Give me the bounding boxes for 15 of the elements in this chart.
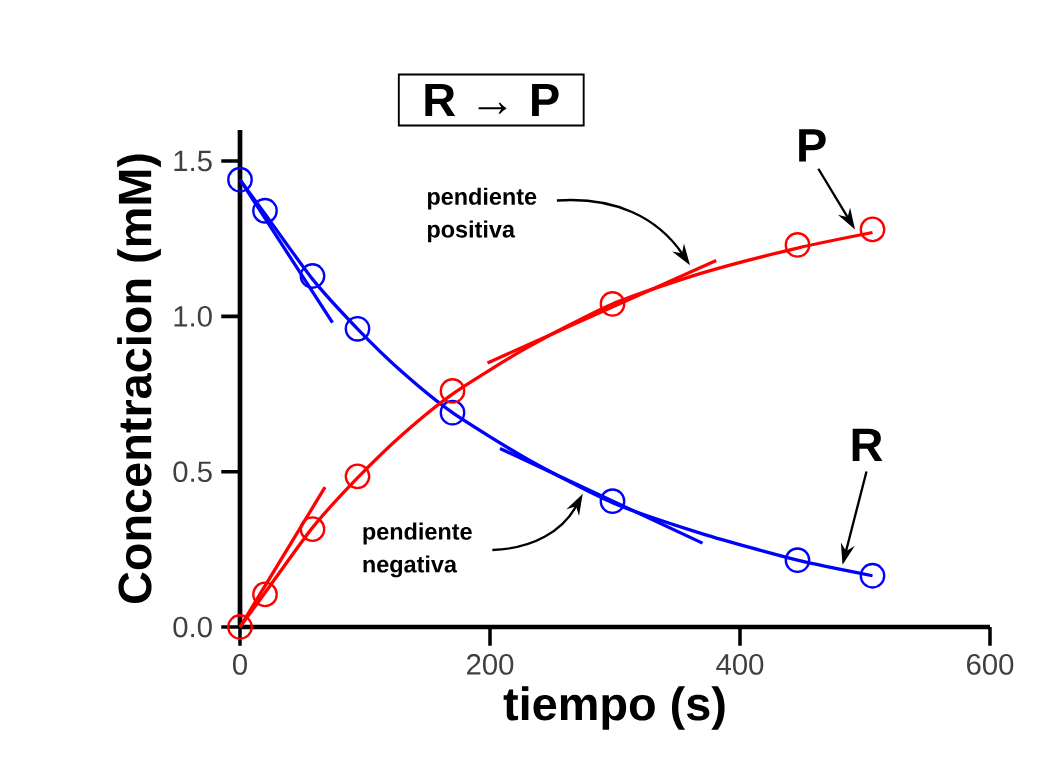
annotation: pendiente negativa: [363, 522, 472, 578]
x-axis-title: tiempo (s): [503, 686, 725, 730]
x-tick-label: 600: [967, 654, 1014, 675]
y-tick-label: 0.5: [173, 461, 212, 483]
annotation: R: [852, 428, 883, 461]
y-tick-label: 1.0: [174, 306, 212, 327]
y-tick-label: 0.0: [173, 616, 212, 638]
annotation: P: [799, 129, 826, 162]
y-axis-title: Concentracion (mM): [117, 154, 161, 604]
annotation: pendiente positiva: [427, 187, 537, 243]
x-tick-label: 200: [467, 654, 514, 675]
x-tick-label: 400: [716, 654, 764, 675]
x-tick-label: 0: [233, 654, 247, 675]
y-tick-label: 1.5: [174, 150, 212, 172]
chart-title: R → P: [425, 83, 559, 117]
